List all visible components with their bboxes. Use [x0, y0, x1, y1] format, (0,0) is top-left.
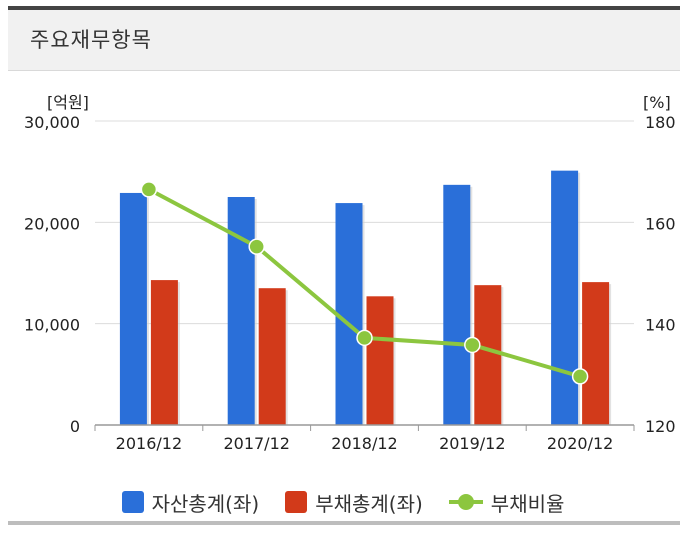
x-tick-label: 2016/12: [116, 434, 182, 453]
x-tick-label: 2019/12: [439, 434, 505, 453]
right-tick-label: 140: [645, 316, 676, 335]
left-axis-unit: [억원]: [47, 93, 89, 112]
bar-liabilities: [366, 296, 394, 425]
left-tick-label: 20,000: [24, 214, 80, 233]
legend-item-liabilities[interactable]: 부채총계(좌): [285, 488, 423, 517]
x-tick-label: 2020/12: [547, 434, 613, 453]
ratio-point: [356, 329, 373, 347]
bar-liabilities: [582, 282, 610, 425]
bar-assets: [551, 170, 579, 425]
bar-liabilities: [150, 280, 178, 425]
x-tick-label: 2018/12: [331, 434, 397, 453]
ratio-point: [140, 181, 158, 198]
legend-swatch-assets: [121, 491, 144, 513]
bar-assets: [443, 184, 471, 425]
top-rule: [8, 6, 680, 10]
panel-title: 주요재무항목: [30, 28, 152, 52]
legend-item-assets[interactable]: 자산총계(좌): [121, 488, 260, 517]
legend-item-ratio[interactable]: 부채비율: [448, 488, 565, 517]
x-tick-label: 2017/12: [223, 434, 289, 453]
bar-liabilities: [474, 285, 502, 425]
right-tick-label: 160: [645, 214, 676, 233]
legend-swatch-liabilities: [285, 491, 308, 513]
financial-summary-panel: 주요재무항목: [8, 0, 680, 534]
chart-legend: 자산총계(좌) 부채총계(좌) 부채비율: [0, 484, 686, 520]
bar-assets: [119, 192, 147, 425]
left-tick-label: 30,000: [24, 113, 80, 132]
legend-label-liabilities: 부채총계(좌): [315, 491, 423, 516]
bottom-rule: [8, 521, 680, 525]
right-tick-label: 180: [645, 113, 676, 132]
legend-swatch-ratio: [448, 491, 483, 513]
panel-header: 주요재무항목: [8, 10, 680, 71]
left-tick-label: 0: [70, 417, 80, 436]
ratio-point: [248, 238, 265, 255]
ratio-point: [571, 368, 589, 385]
bar-assets: [335, 203, 363, 425]
ratio-point: [464, 336, 481, 354]
right-axis-unit: [%]: [643, 93, 671, 112]
legend-label-assets: 자산총계(좌): [151, 491, 260, 516]
bar-liabilities: [258, 288, 286, 425]
left-tick-label: 10,000: [24, 316, 80, 335]
legend-label-ratio: 부채비율: [490, 491, 565, 516]
right-tick-label: 120: [645, 417, 676, 436]
